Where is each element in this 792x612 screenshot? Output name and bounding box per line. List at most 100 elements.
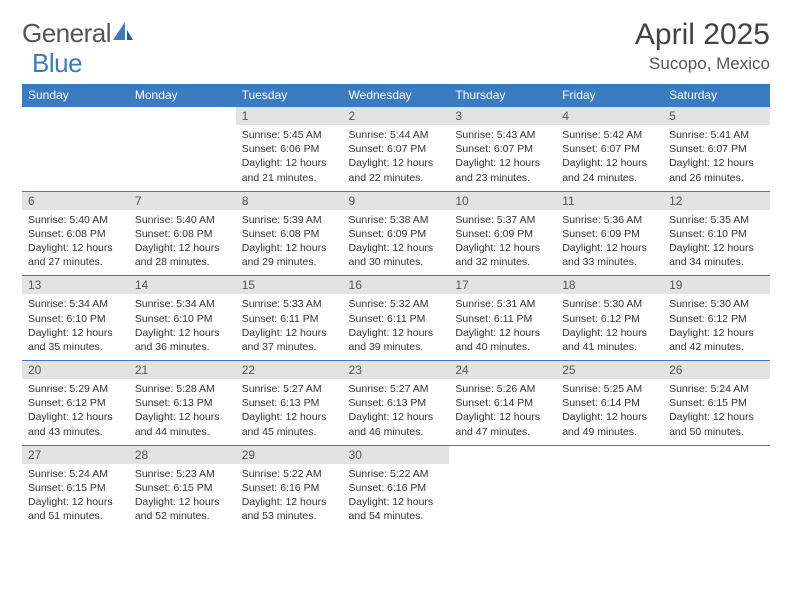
calendar-body: ....1Sunrise: 5:45 AMSunset: 6:06 PMDayl… xyxy=(22,107,770,530)
sunrise-line: Sunrise: 5:22 AM xyxy=(349,467,444,481)
day-details: Sunrise: 5:45 AMSunset: 6:06 PMDaylight:… xyxy=(236,125,343,191)
sunset-line: Sunset: 6:14 PM xyxy=(562,396,657,410)
sunset-line: Sunset: 6:13 PM xyxy=(242,396,337,410)
empty-cell: .. xyxy=(556,445,663,529)
day-details: Sunrise: 5:44 AMSunset: 6:07 PMDaylight:… xyxy=(343,125,450,191)
day-cell: 22Sunrise: 5:27 AMSunset: 6:13 PMDayligh… xyxy=(236,361,343,446)
sunrise-line: Sunrise: 5:33 AM xyxy=(242,297,337,311)
sunset-line: Sunset: 6:07 PM xyxy=(669,142,764,156)
daylight-line: Daylight: 12 hours and 33 minutes. xyxy=(562,241,657,269)
sunset-line: Sunset: 6:10 PM xyxy=(28,312,123,326)
sunrise-line: Sunrise: 5:30 AM xyxy=(562,297,657,311)
day-number: 6 xyxy=(22,192,129,210)
day-cell: 7Sunrise: 5:40 AMSunset: 6:08 PMDaylight… xyxy=(129,191,236,276)
daylight-line: Daylight: 12 hours and 35 minutes. xyxy=(28,326,123,354)
daylight-line: Daylight: 12 hours and 46 minutes. xyxy=(349,410,444,438)
sunrise-line: Sunrise: 5:27 AM xyxy=(242,382,337,396)
day-number: 5 xyxy=(663,107,770,125)
title-block: April 2025 Sucopo, Mexico xyxy=(635,18,770,74)
daylight-line: Daylight: 12 hours and 37 minutes. xyxy=(242,326,337,354)
day-number: 11 xyxy=(556,192,663,210)
day-header: Monday xyxy=(129,84,236,107)
day-details: Sunrise: 5:22 AMSunset: 6:16 PMDaylight:… xyxy=(343,464,450,530)
logo-sail-icon xyxy=(111,20,135,47)
day-cell: 5Sunrise: 5:41 AMSunset: 6:07 PMDaylight… xyxy=(663,107,770,192)
logo: General xyxy=(22,18,137,49)
calendar-week: 27Sunrise: 5:24 AMSunset: 6:15 PMDayligh… xyxy=(22,445,770,529)
day-number: 26 xyxy=(663,361,770,379)
day-number: 1 xyxy=(236,107,343,125)
day-details: Sunrise: 5:29 AMSunset: 6:12 PMDaylight:… xyxy=(22,379,129,445)
daylight-line: Daylight: 12 hours and 47 minutes. xyxy=(455,410,550,438)
day-number: 10 xyxy=(449,192,556,210)
daylight-line: Daylight: 12 hours and 39 minutes. xyxy=(349,326,444,354)
sunrise-line: Sunrise: 5:22 AM xyxy=(242,467,337,481)
day-cell: 12Sunrise: 5:35 AMSunset: 6:10 PMDayligh… xyxy=(663,191,770,276)
day-details: Sunrise: 5:38 AMSunset: 6:09 PMDaylight:… xyxy=(343,210,450,276)
day-details: Sunrise: 5:24 AMSunset: 6:15 PMDaylight:… xyxy=(22,464,129,530)
day-number: 19 xyxy=(663,276,770,294)
day-details: Sunrise: 5:31 AMSunset: 6:11 PMDaylight:… xyxy=(449,294,556,360)
day-cell: 13Sunrise: 5:34 AMSunset: 6:10 PMDayligh… xyxy=(22,276,129,361)
day-details: Sunrise: 5:43 AMSunset: 6:07 PMDaylight:… xyxy=(449,125,556,191)
sunset-line: Sunset: 6:08 PM xyxy=(135,227,230,241)
day-cell: 3Sunrise: 5:43 AMSunset: 6:07 PMDaylight… xyxy=(449,107,556,192)
day-number: 16 xyxy=(343,276,450,294)
day-details: Sunrise: 5:27 AMSunset: 6:13 PMDaylight:… xyxy=(343,379,450,445)
empty-cell: .. xyxy=(129,107,236,192)
day-cell: 27Sunrise: 5:24 AMSunset: 6:15 PMDayligh… xyxy=(22,445,129,529)
sunset-line: Sunset: 6:15 PM xyxy=(135,481,230,495)
day-cell: 25Sunrise: 5:25 AMSunset: 6:14 PMDayligh… xyxy=(556,361,663,446)
day-cell: 20Sunrise: 5:29 AMSunset: 6:12 PMDayligh… xyxy=(22,361,129,446)
sunrise-line: Sunrise: 5:32 AM xyxy=(349,297,444,311)
day-cell: 18Sunrise: 5:30 AMSunset: 6:12 PMDayligh… xyxy=(556,276,663,361)
sunset-line: Sunset: 6:12 PM xyxy=(669,312,764,326)
day-number: 25 xyxy=(556,361,663,379)
day-details: Sunrise: 5:30 AMSunset: 6:12 PMDaylight:… xyxy=(663,294,770,360)
daylight-line: Daylight: 12 hours and 34 minutes. xyxy=(669,241,764,269)
sunrise-line: Sunrise: 5:23 AM xyxy=(135,467,230,481)
sunset-line: Sunset: 6:07 PM xyxy=(562,142,657,156)
day-cell: 16Sunrise: 5:32 AMSunset: 6:11 PMDayligh… xyxy=(343,276,450,361)
daylight-line: Daylight: 12 hours and 42 minutes. xyxy=(669,326,764,354)
day-details: Sunrise: 5:35 AMSunset: 6:10 PMDaylight:… xyxy=(663,210,770,276)
sunset-line: Sunset: 6:10 PM xyxy=(135,312,230,326)
day-header: Friday xyxy=(556,84,663,107)
daylight-line: Daylight: 12 hours and 22 minutes. xyxy=(349,156,444,184)
day-number: 12 xyxy=(663,192,770,210)
day-number: 15 xyxy=(236,276,343,294)
daylight-line: Daylight: 12 hours and 44 minutes. xyxy=(135,410,230,438)
day-number: 21 xyxy=(129,361,236,379)
sunset-line: Sunset: 6:08 PM xyxy=(28,227,123,241)
location: Sucopo, Mexico xyxy=(635,54,770,74)
sunset-line: Sunset: 6:07 PM xyxy=(349,142,444,156)
daylight-line: Daylight: 12 hours and 28 minutes. xyxy=(135,241,230,269)
sunrise-line: Sunrise: 5:43 AM xyxy=(455,128,550,142)
sunrise-line: Sunrise: 5:41 AM xyxy=(669,128,764,142)
daylight-line: Daylight: 12 hours and 51 minutes. xyxy=(28,495,123,523)
day-details: Sunrise: 5:28 AMSunset: 6:13 PMDaylight:… xyxy=(129,379,236,445)
sunrise-line: Sunrise: 5:38 AM xyxy=(349,213,444,227)
empty-cell: .. xyxy=(22,107,129,192)
day-details: Sunrise: 5:40 AMSunset: 6:08 PMDaylight:… xyxy=(22,210,129,276)
day-details: Sunrise: 5:40 AMSunset: 6:08 PMDaylight:… xyxy=(129,210,236,276)
sunrise-line: Sunrise: 5:37 AM xyxy=(455,213,550,227)
sunrise-line: Sunrise: 5:36 AM xyxy=(562,213,657,227)
day-number: 27 xyxy=(22,446,129,464)
day-details: Sunrise: 5:30 AMSunset: 6:12 PMDaylight:… xyxy=(556,294,663,360)
month-title: April 2025 xyxy=(635,18,770,52)
day-cell: 26Sunrise: 5:24 AMSunset: 6:15 PMDayligh… xyxy=(663,361,770,446)
day-header-row: SundayMondayTuesdayWednesdayThursdayFrid… xyxy=(22,84,770,107)
day-header: Thursday xyxy=(449,84,556,107)
day-details: Sunrise: 5:25 AMSunset: 6:14 PMDaylight:… xyxy=(556,379,663,445)
day-cell: 6Sunrise: 5:40 AMSunset: 6:08 PMDaylight… xyxy=(22,191,129,276)
calendar-table: SundayMondayTuesdayWednesdayThursdayFrid… xyxy=(22,84,770,529)
day-number: 30 xyxy=(343,446,450,464)
day-cell: 2Sunrise: 5:44 AMSunset: 6:07 PMDaylight… xyxy=(343,107,450,192)
day-number: 3 xyxy=(449,107,556,125)
sunset-line: Sunset: 6:09 PM xyxy=(562,227,657,241)
daylight-line: Daylight: 12 hours and 50 minutes. xyxy=(669,410,764,438)
day-number: 28 xyxy=(129,446,236,464)
day-cell: 9Sunrise: 5:38 AMSunset: 6:09 PMDaylight… xyxy=(343,191,450,276)
day-number: 9 xyxy=(343,192,450,210)
